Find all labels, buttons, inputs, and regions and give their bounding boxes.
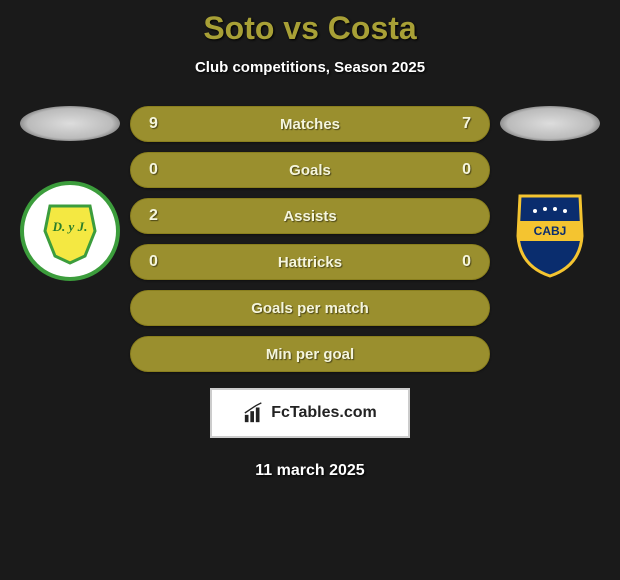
player-left-column: D. y J.	[20, 106, 120, 281]
player-photo-right	[500, 106, 600, 141]
brand-text: FcTables.com	[271, 404, 377, 422]
stat-right-value: 0	[451, 253, 471, 271]
stat-row-gpm: Goals per match	[130, 290, 490, 326]
stat-row-matches: 9 Matches 7	[130, 106, 490, 142]
club-logo-left: D. y J.	[20, 181, 120, 281]
club-logo-right: CABJ	[500, 181, 600, 281]
comparison-area: D. y J. 9 Matches 7 0 Goals 0 2 Assists …	[0, 106, 620, 480]
stat-row-assists: 2 Assists	[130, 198, 490, 234]
stat-row-mpg: Min per goal	[130, 336, 490, 372]
stat-right-value: 7	[451, 115, 471, 133]
stat-label: Min per goal	[169, 346, 451, 363]
stat-label: Goals	[169, 162, 451, 179]
stat-label: Assists	[169, 208, 451, 225]
stat-right-value: 0	[451, 161, 471, 179]
player-photo-left	[20, 106, 120, 141]
stat-row-goals: 0 Goals 0	[130, 152, 490, 188]
stat-left-value: 9	[149, 115, 169, 133]
stat-label: Hattricks	[169, 254, 451, 271]
stat-label: Matches	[169, 116, 451, 133]
club-logo-left-text: D. y J.	[52, 219, 88, 234]
date-text: 11 march 2025	[255, 462, 364, 480]
chart-bars-icon	[243, 402, 265, 424]
brand-box[interactable]: FcTables.com	[210, 388, 410, 438]
stat-row-hattricks: 0 Hattricks 0	[130, 244, 490, 280]
stat-left-value: 0	[149, 253, 169, 271]
stats-column: 9 Matches 7 0 Goals 0 2 Assists 0 Hattri…	[130, 106, 490, 480]
stat-left-value: 2	[149, 207, 169, 225]
stat-label: Goals per match	[169, 300, 451, 317]
player-right-column: CABJ	[500, 106, 600, 281]
club-logo-right-text: CABJ	[534, 224, 567, 238]
stat-left-value: 0	[149, 161, 169, 179]
page-title: Soto vs Costa	[203, 10, 416, 47]
subtitle: Club competitions, Season 2025	[195, 59, 425, 76]
